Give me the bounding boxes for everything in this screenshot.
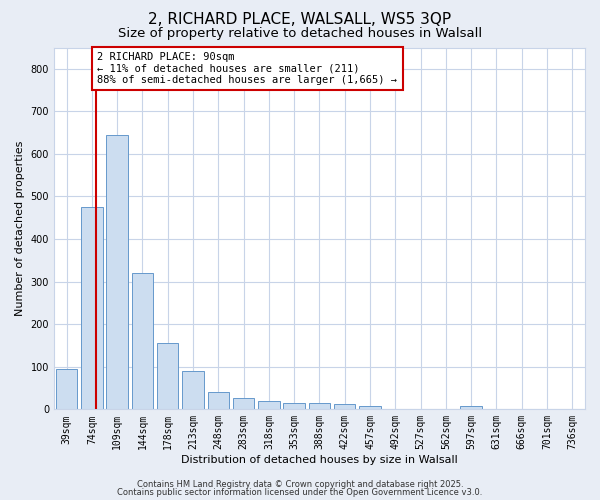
Bar — [334, 404, 355, 409]
Bar — [283, 403, 305, 409]
Bar — [309, 403, 330, 409]
Bar — [157, 344, 178, 409]
Text: 2 RICHARD PLACE: 90sqm
← 11% of detached houses are smaller (211)
88% of semi-de: 2 RICHARD PLACE: 90sqm ← 11% of detached… — [97, 52, 397, 85]
Bar — [233, 398, 254, 409]
Bar — [131, 273, 153, 409]
Y-axis label: Number of detached properties: Number of detached properties — [15, 140, 25, 316]
Text: Size of property relative to detached houses in Walsall: Size of property relative to detached ho… — [118, 28, 482, 40]
Bar — [106, 135, 128, 409]
X-axis label: Distribution of detached houses by size in Walsall: Distribution of detached houses by size … — [181, 455, 458, 465]
Text: Contains public sector information licensed under the Open Government Licence v3: Contains public sector information licen… — [118, 488, 482, 497]
Text: Contains HM Land Registry data © Crown copyright and database right 2025.: Contains HM Land Registry data © Crown c… — [137, 480, 463, 489]
Bar — [460, 406, 482, 410]
Text: 2, RICHARD PLACE, WALSALL, WS5 3QP: 2, RICHARD PLACE, WALSALL, WS5 3QP — [148, 12, 452, 28]
Bar — [208, 392, 229, 409]
Bar — [182, 371, 204, 410]
Bar — [56, 369, 77, 410]
Bar — [81, 207, 103, 410]
Bar — [258, 401, 280, 409]
Bar — [359, 406, 381, 409]
